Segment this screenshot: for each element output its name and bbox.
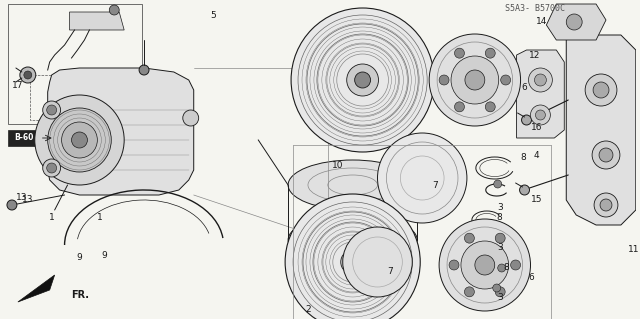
Circle shape <box>495 287 505 297</box>
Circle shape <box>495 233 505 243</box>
Text: 3: 3 <box>497 204 502 212</box>
Circle shape <box>355 72 371 88</box>
Text: 12: 12 <box>529 50 540 60</box>
Circle shape <box>536 110 545 120</box>
Circle shape <box>7 200 17 210</box>
Circle shape <box>451 56 499 104</box>
Text: 13: 13 <box>16 194 28 203</box>
Polygon shape <box>70 12 124 30</box>
Circle shape <box>454 102 465 112</box>
Text: 15: 15 <box>531 196 542 204</box>
Circle shape <box>48 108 111 172</box>
Polygon shape <box>547 4 606 40</box>
Circle shape <box>461 241 509 289</box>
Circle shape <box>347 64 378 96</box>
Polygon shape <box>48 68 194 195</box>
Circle shape <box>454 48 465 58</box>
Circle shape <box>566 14 582 30</box>
Circle shape <box>593 82 609 98</box>
Circle shape <box>500 75 511 85</box>
Circle shape <box>522 115 531 125</box>
Ellipse shape <box>288 160 417 210</box>
Circle shape <box>511 260 520 270</box>
Circle shape <box>484 236 492 244</box>
Text: 14: 14 <box>536 18 547 26</box>
Circle shape <box>72 132 88 148</box>
Text: 6: 6 <box>529 273 534 283</box>
Text: 1: 1 <box>97 213 102 222</box>
Circle shape <box>109 5 119 15</box>
Circle shape <box>291 8 434 152</box>
Circle shape <box>47 105 56 115</box>
Circle shape <box>439 75 449 85</box>
Circle shape <box>520 185 529 195</box>
Text: 8: 8 <box>497 213 502 222</box>
Text: 7: 7 <box>388 268 394 277</box>
Circle shape <box>183 110 198 126</box>
Circle shape <box>340 250 365 274</box>
Circle shape <box>529 68 552 92</box>
Circle shape <box>24 71 32 79</box>
Text: 5: 5 <box>211 11 216 19</box>
Circle shape <box>439 219 531 311</box>
Text: 16: 16 <box>531 123 542 132</box>
Circle shape <box>35 95 124 185</box>
Bar <box>30 75 90 120</box>
Circle shape <box>531 105 550 125</box>
Text: S5A3- B5700C: S5A3- B5700C <box>506 4 566 13</box>
Circle shape <box>498 264 506 272</box>
Text: 3: 3 <box>497 243 502 253</box>
Circle shape <box>585 74 617 106</box>
Text: 3: 3 <box>497 293 502 302</box>
Circle shape <box>600 199 612 211</box>
Circle shape <box>599 148 613 162</box>
Text: 4: 4 <box>534 151 540 160</box>
Circle shape <box>485 102 495 112</box>
Text: 7: 7 <box>432 181 438 189</box>
Circle shape <box>343 227 412 297</box>
Circle shape <box>43 159 61 177</box>
Circle shape <box>465 233 474 243</box>
Text: 10: 10 <box>332 160 344 169</box>
Text: 13: 13 <box>22 196 33 204</box>
Text: 11: 11 <box>628 246 639 255</box>
Text: 17: 17 <box>12 80 24 90</box>
Circle shape <box>592 141 620 169</box>
Circle shape <box>465 287 474 297</box>
Circle shape <box>594 193 618 217</box>
Text: FR.: FR. <box>72 290 90 300</box>
Circle shape <box>449 260 459 270</box>
Bar <box>8 4 142 124</box>
Bar <box>8 130 40 146</box>
Polygon shape <box>18 275 54 302</box>
Circle shape <box>47 163 56 173</box>
Text: 6: 6 <box>522 84 527 93</box>
Text: 9: 9 <box>101 250 107 259</box>
Circle shape <box>20 67 36 83</box>
Circle shape <box>493 180 502 188</box>
Circle shape <box>61 122 97 158</box>
Circle shape <box>534 74 547 86</box>
Text: 2: 2 <box>305 306 311 315</box>
Circle shape <box>43 101 61 119</box>
Circle shape <box>493 284 500 292</box>
Text: B-60: B-60 <box>14 133 33 143</box>
Text: 1: 1 <box>49 213 54 222</box>
Circle shape <box>139 65 149 75</box>
Circle shape <box>429 34 520 126</box>
Text: 9: 9 <box>77 254 83 263</box>
Circle shape <box>475 255 495 275</box>
Circle shape <box>378 133 467 223</box>
Text: 8: 8 <box>504 263 509 272</box>
Polygon shape <box>566 35 636 225</box>
Polygon shape <box>516 50 564 138</box>
Circle shape <box>485 48 495 58</box>
Text: 8: 8 <box>521 153 527 162</box>
Circle shape <box>465 70 484 90</box>
Ellipse shape <box>288 215 417 265</box>
Circle shape <box>285 194 420 319</box>
